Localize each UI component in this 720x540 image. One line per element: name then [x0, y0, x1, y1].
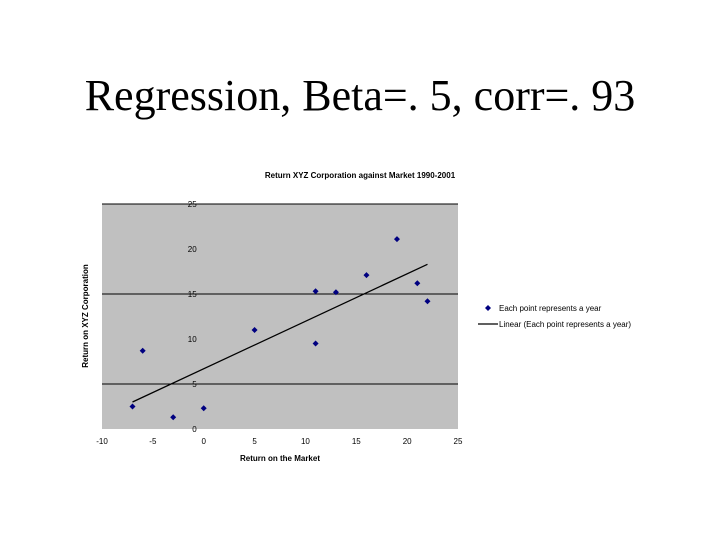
y-tick-label: 5: [192, 380, 197, 389]
data-point: [200, 405, 207, 412]
data-point: [414, 280, 421, 287]
data-point: [424, 298, 431, 305]
data-point: [393, 236, 400, 243]
slide-title: Regression, Beta=. 5, corr=. 93: [84, 71, 636, 120]
x-tick-label: 0: [201, 437, 206, 446]
legend: Each point represents a year Linear (Eac…: [478, 304, 631, 329]
x-tick-label: 10: [301, 437, 310, 446]
legend-marker-points: [485, 305, 491, 311]
data-point: [170, 414, 177, 421]
plot-area: [102, 204, 458, 429]
gridlines: [102, 203, 458, 385]
data-point: [332, 289, 339, 296]
data-point: [129, 403, 136, 410]
x-axis-label: Return on the Market: [240, 454, 320, 463]
legend-label-points: Each point represents a year: [499, 304, 602, 313]
y-tick-label: 15: [188, 290, 197, 299]
x-tick-label: -10: [96, 437, 108, 446]
x-tick-label: 5: [252, 437, 257, 446]
data-point: [251, 327, 258, 333]
y-axis-ticks: 0 5 10 15 20 25: [188, 200, 197, 434]
legend-label-trendline: Linear (Each point represents a year): [499, 320, 631, 329]
data-point: [363, 272, 370, 279]
data-point: [312, 288, 319, 295]
y-tick-label: 10: [188, 335, 197, 344]
x-tick-label: -5: [149, 437, 157, 446]
trendline: [132, 263, 428, 403]
chart-title: Return XYZ Corporation against Market 19…: [265, 171, 456, 180]
y-axis-label: Return on XYZ Corporation: [81, 264, 90, 368]
y-tick-label: 0: [192, 425, 197, 434]
x-axis-ticks: -10 -5 0 5 10 15 20 25: [96, 437, 463, 446]
x-tick-label: 25: [454, 437, 463, 446]
x-tick-label: 20: [403, 437, 412, 446]
y-tick-label: 20: [188, 245, 197, 254]
data-point: [312, 340, 319, 347]
x-tick-label: 15: [352, 437, 361, 446]
data-points: [129, 236, 431, 421]
y-tick-label: 25: [188, 200, 197, 209]
data-point: [139, 347, 146, 354]
